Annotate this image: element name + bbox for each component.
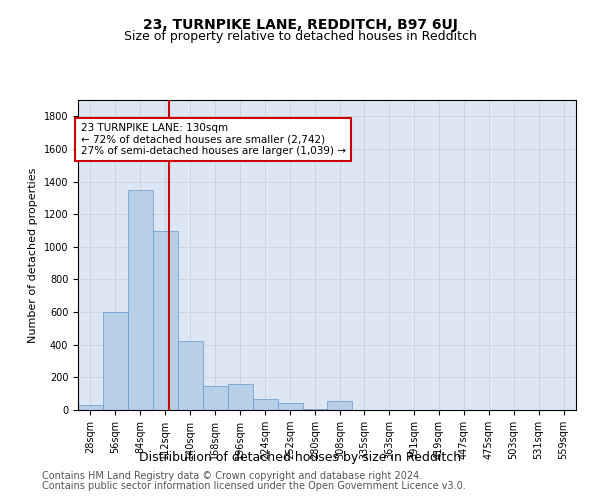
Text: Contains public sector information licensed under the Open Government Licence v3: Contains public sector information licen… <box>42 481 466 491</box>
Bar <box>178 342 203 410</box>
Text: Size of property relative to detached houses in Redditch: Size of property relative to detached ho… <box>124 30 476 43</box>
Bar <box>128 190 153 410</box>
Bar <box>227 384 253 410</box>
Bar <box>328 401 352 410</box>
Text: Distribution of detached houses by size in Redditch: Distribution of detached houses by size … <box>139 451 461 464</box>
Text: 23 TURNPIKE LANE: 130sqm
← 72% of detached houses are smaller (2,742)
27% of sem: 23 TURNPIKE LANE: 130sqm ← 72% of detach… <box>80 123 346 156</box>
Bar <box>278 404 302 410</box>
Bar <box>78 405 103 410</box>
Bar <box>103 312 128 410</box>
Bar <box>253 398 278 410</box>
Y-axis label: Number of detached properties: Number of detached properties <box>28 168 38 342</box>
Text: Contains HM Land Registry data © Crown copyright and database right 2024.: Contains HM Land Registry data © Crown c… <box>42 471 422 481</box>
Bar <box>203 386 227 410</box>
Bar <box>153 230 178 410</box>
Bar <box>302 409 328 410</box>
Text: 23, TURNPIKE LANE, REDDITCH, B97 6UJ: 23, TURNPIKE LANE, REDDITCH, B97 6UJ <box>143 18 457 32</box>
